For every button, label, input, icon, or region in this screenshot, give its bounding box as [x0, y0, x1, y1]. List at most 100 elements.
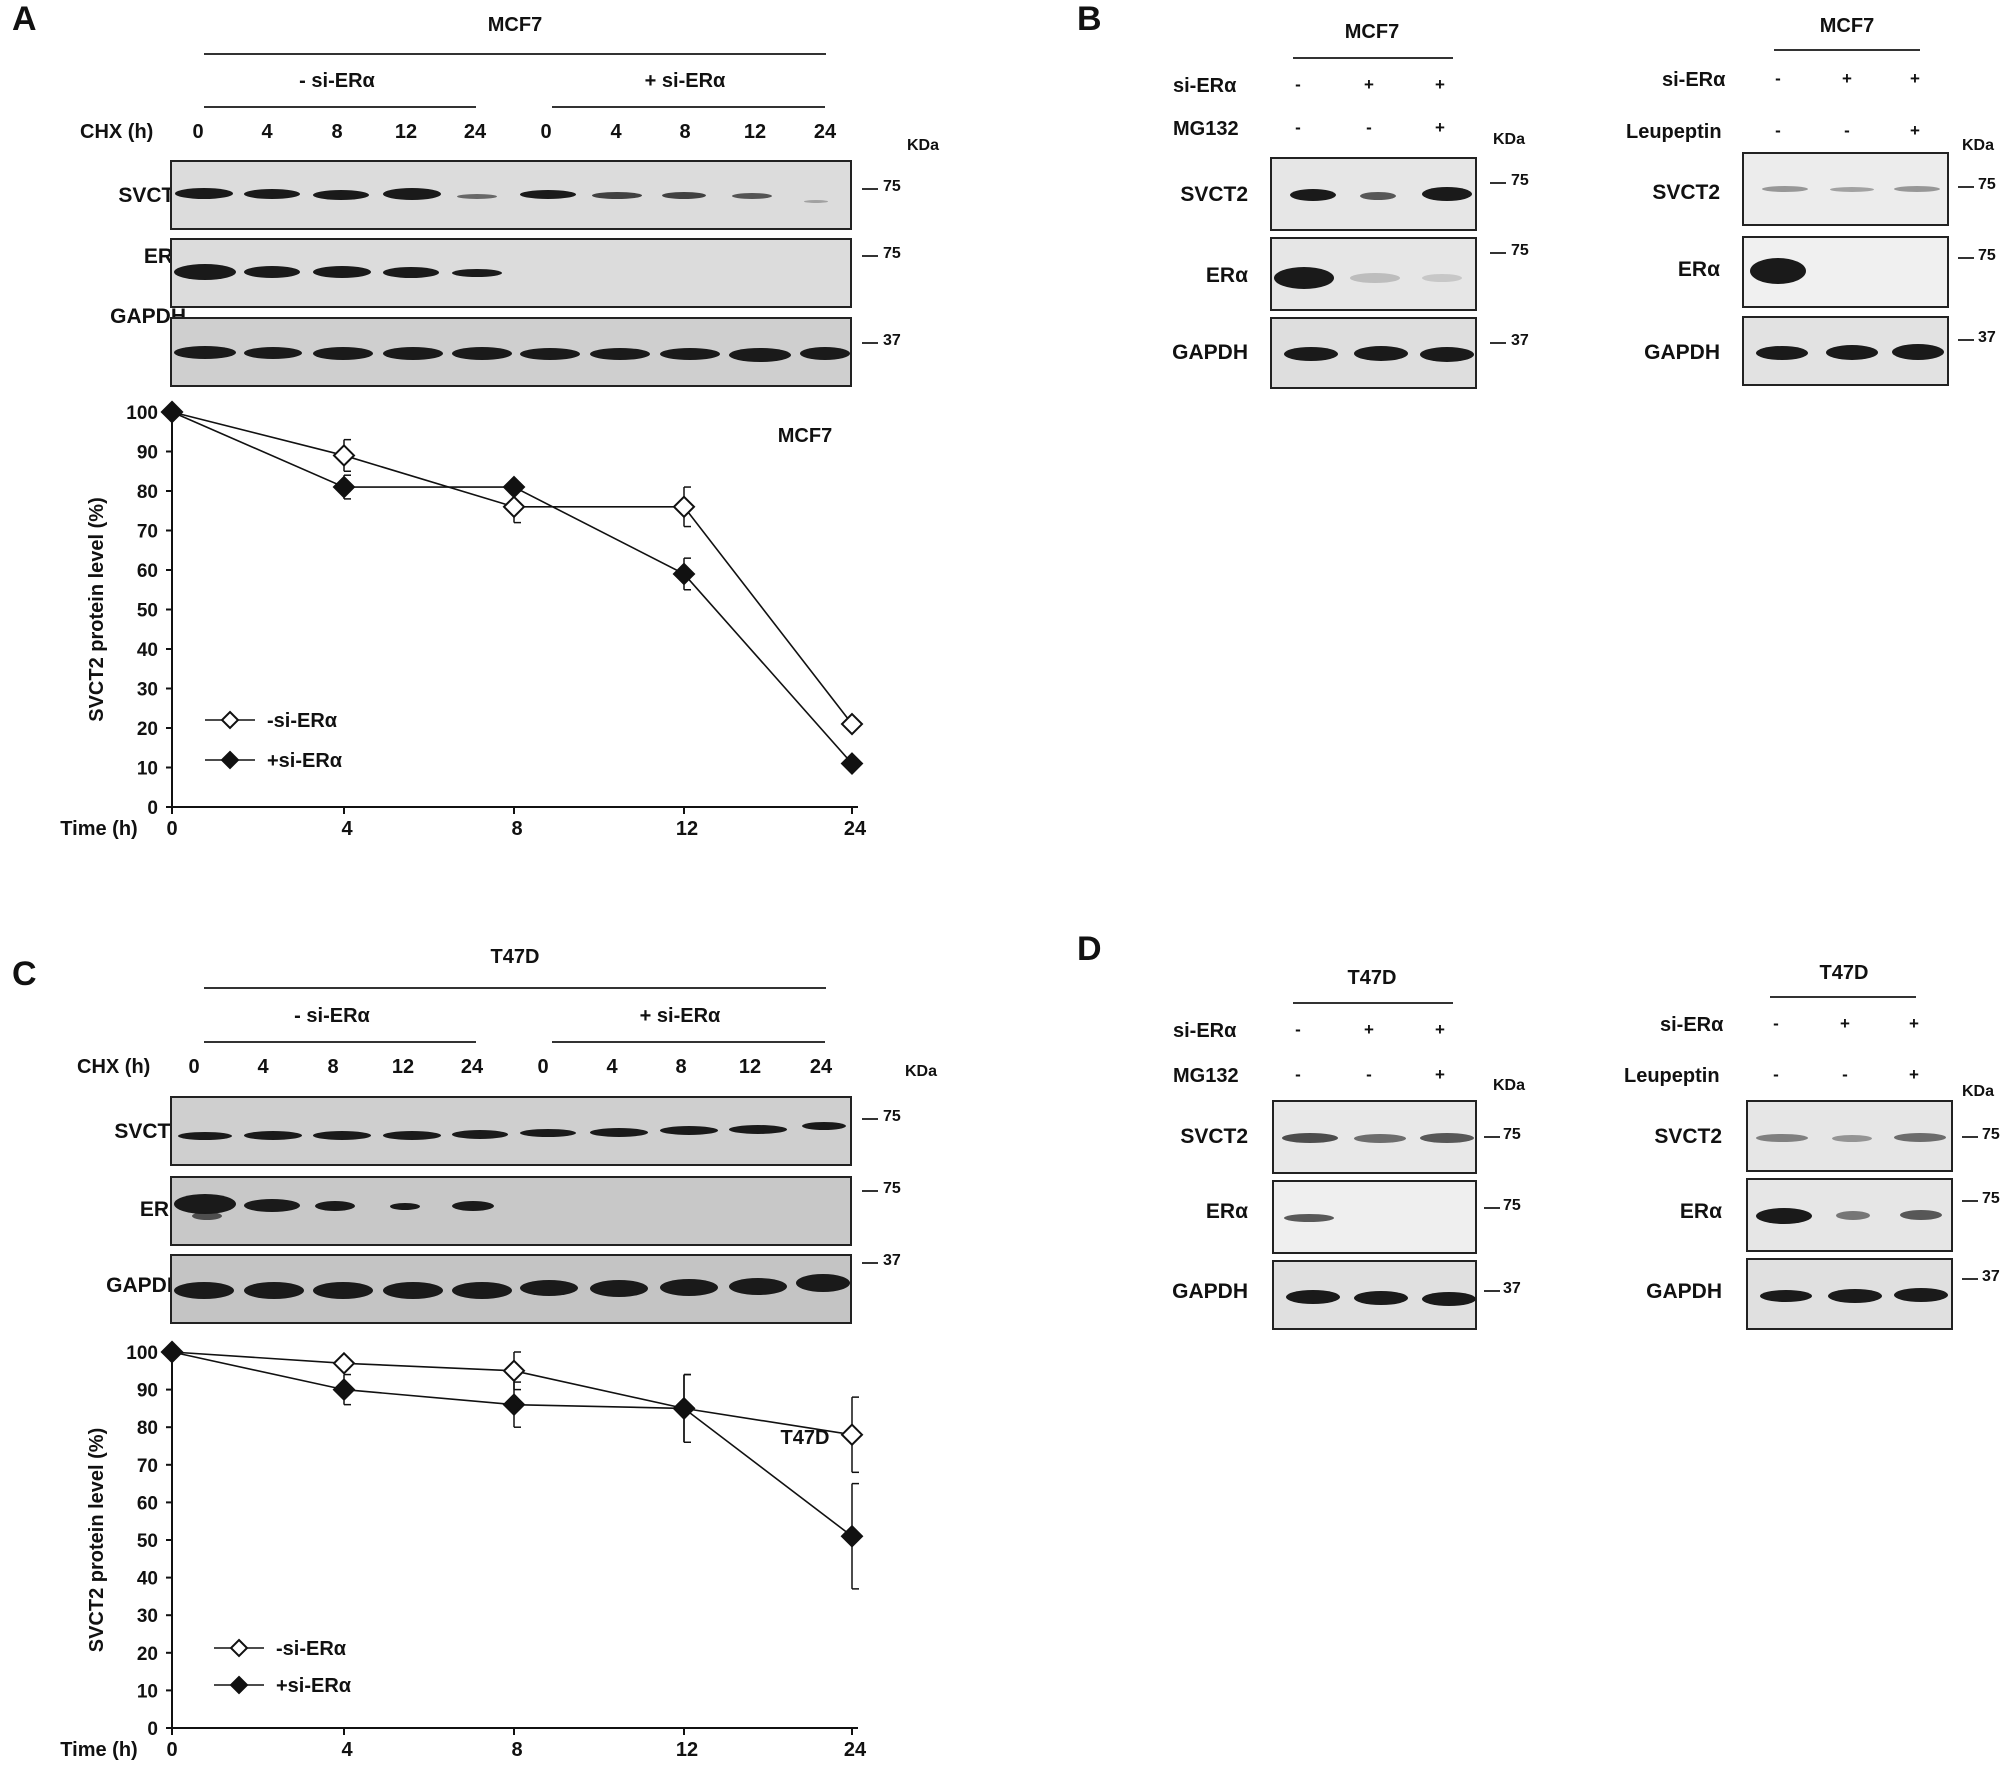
- treatment-mark: -: [1773, 1014, 1779, 1033]
- panel-d-left-header-line: [1293, 1002, 1453, 1004]
- blot-strip-era: [1742, 236, 1949, 308]
- panel-c-mw: 75: [883, 1180, 901, 1197]
- legend-marker: [220, 710, 240, 730]
- data-point: [160, 1340, 184, 1364]
- panel-letter-a: A: [12, 0, 37, 38]
- panel-c-mw: 75: [883, 1108, 901, 1125]
- panel-b-right-kda: KDa: [1962, 137, 1995, 154]
- y-tick-label: 80: [137, 1418, 158, 1439]
- legend-marker: [220, 750, 240, 770]
- treatment-mark: -: [1295, 75, 1301, 94]
- panel-a-time-label: 8: [331, 121, 343, 143]
- y-tick-label: 100: [126, 1343, 158, 1364]
- mw-tick: [1484, 1207, 1500, 1209]
- panel-c-time-label: 24: [809, 1056, 833, 1078]
- blot-strip-gapdh: [1742, 316, 1949, 386]
- mw-tick: [862, 342, 878, 344]
- panel-a-time-label: 8: [679, 121, 691, 143]
- treatment-mark: -: [1366, 1065, 1372, 1084]
- chart-title: MCF7: [778, 425, 832, 447]
- panel-a-pos-line: [552, 106, 825, 108]
- panel-a-mw: 75: [883, 178, 901, 195]
- data-point: [672, 495, 696, 519]
- panel-b-left-row1-label: si-ERα: [1173, 75, 1237, 97]
- data-point: [332, 1378, 356, 1402]
- panel-c-pos-group: + si-ERα: [639, 1005, 721, 1027]
- panel-a-chx-label: CHX (h): [80, 121, 154, 143]
- treatment-mark: +: [1910, 121, 1920, 140]
- panel-c-pos-line: [552, 1041, 825, 1043]
- panel-c-time-label: 8: [675, 1056, 687, 1078]
- panel-c-time-label: 24: [460, 1056, 484, 1078]
- treatment-mark: +: [1842, 69, 1852, 88]
- panel-b-left-mw: 75: [1511, 172, 1529, 189]
- mw-tick: [1484, 1136, 1500, 1138]
- panel-b-right-mw: 75: [1978, 247, 1996, 264]
- mw-tick: [1962, 1136, 1978, 1138]
- blot-strip-gapdh: [170, 317, 852, 387]
- panel-b-right-header-line: [1774, 49, 1920, 51]
- panel-d-left-mw: 75: [1503, 1197, 1521, 1214]
- panel-b-right-mw: 37: [1978, 329, 1996, 346]
- treatment-mark: +: [1435, 118, 1445, 137]
- y-tick-label: 70: [137, 1456, 158, 1477]
- data-point: [840, 712, 864, 736]
- x-tick-label: 12: [676, 818, 698, 840]
- panel-a-pos-group: + si-ERα: [644, 70, 726, 92]
- panel-letter-c: C: [12, 955, 37, 993]
- y-tick-label: 30: [137, 680, 158, 701]
- panel-a-time-label: 24: [813, 121, 837, 143]
- panel-b-right-row2-label: Leupeptin: [1626, 121, 1722, 143]
- panel-b-left-row-label: GAPDH: [1172, 341, 1248, 364]
- treatment-mark: +: [1364, 1020, 1374, 1039]
- chart-a: 0 10 20 30 40 50 60 70 80 90 100 0 4 8 12 24 Time (h) SVC…: [60, 400, 867, 840]
- chart-c: 0 10 20 30 40 50 60 70 80 90 100 0 4 8 12 24 Time (h) SVC…: [60, 1340, 867, 1761]
- panel-a-time-label: 12: [743, 121, 767, 143]
- panel-d-left-kda: KDa: [1493, 1077, 1526, 1094]
- legend-label: -si-ERα: [267, 710, 338, 732]
- panel-c-row-label: ERα: [139, 1198, 182, 1221]
- panel-b-left-header-line: [1293, 57, 1453, 59]
- mw-tick: [1958, 186, 1974, 188]
- mw-tick: [1962, 1278, 1978, 1280]
- x-tick-label: 24: [844, 1739, 867, 1761]
- panel-b-left-row-label: ERα: [1205, 264, 1248, 287]
- panel-d-right-row-label: ERα: [1679, 1200, 1722, 1223]
- blot-strip-svct2: [170, 160, 852, 230]
- treatment-mark: -: [1775, 69, 1781, 88]
- panel-b-right-row-label: SVCT2: [1652, 181, 1720, 204]
- panel-b-right-cell-line: MCF7: [1819, 15, 1875, 37]
- panel-b-left-mw: 75: [1511, 242, 1529, 259]
- panel-d-right-cell-line: T47D: [1819, 962, 1869, 984]
- panel-c-time-label: 0: [188, 1056, 200, 1078]
- panel-a-time-label: 4: [610, 121, 622, 143]
- treatment-mark: +: [1435, 1020, 1445, 1039]
- data-point: [502, 495, 526, 519]
- panel-c-row-label: GAPDH: [106, 1274, 182, 1297]
- data-point: [160, 400, 184, 424]
- panel-c-kda: KDa: [905, 1063, 938, 1080]
- x-tick-label: 24: [844, 818, 867, 840]
- panel-b-left-kda: KDa: [1493, 131, 1526, 148]
- x-tick-label: 0: [166, 818, 177, 840]
- treatment-mark: +: [1435, 1065, 1445, 1084]
- data-point: [332, 444, 356, 467]
- y-tick-label: 30: [137, 1606, 158, 1627]
- panel-b-right-row1-label: si-ERα: [1662, 69, 1726, 91]
- data-point: [502, 1359, 526, 1383]
- panel-b-left-cell-line: MCF7: [1344, 21, 1400, 43]
- y-tick-label: 70: [137, 522, 158, 543]
- treatment-mark: +: [1910, 69, 1920, 88]
- treatment-mark: +: [1435, 75, 1445, 94]
- legend-label: -si-ERα: [276, 1638, 347, 1660]
- treatment-mark: -: [1775, 121, 1781, 140]
- legend-label: +si-ERα: [267, 750, 343, 772]
- treatment-mark: -: [1773, 1065, 1779, 1084]
- treatment-mark: -: [1295, 1020, 1301, 1039]
- panel-d-left-cell-line: T47D: [1347, 967, 1397, 989]
- panel-c-time-label: 4: [606, 1056, 618, 1078]
- panel-b-left-row-label: SVCT2: [1180, 183, 1248, 206]
- mw-tick: [1490, 182, 1506, 184]
- panel-d-right-mw: 75: [1982, 1190, 2000, 1207]
- y-axis-label: SVCT2 protein level (%): [86, 497, 108, 722]
